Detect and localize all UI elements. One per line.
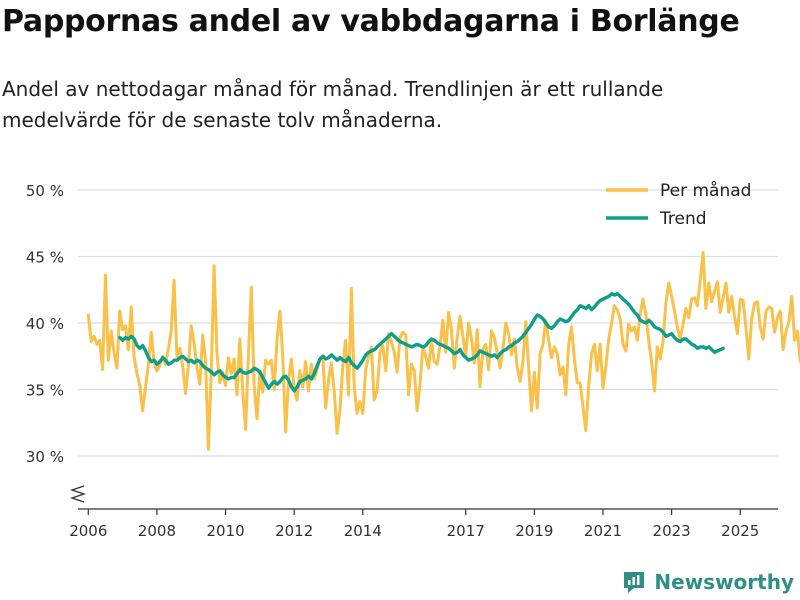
- x-tick-label: 2023: [653, 522, 691, 540]
- legend-label: Trend: [659, 209, 707, 229]
- y-axis: 30 % 35 % 40 % 45 % 50 %: [26, 182, 64, 466]
- gridlines: [78, 189, 778, 457]
- x-tick-label: 2019: [515, 522, 553, 540]
- x-tick-label: 2014: [344, 522, 382, 540]
- y-tick-label: 30 %: [26, 448, 64, 466]
- x-tick-label: 2017: [447, 522, 485, 540]
- chart-title: Pappornas andel av vabbdagarna i Borläng…: [2, 4, 740, 39]
- x-tick-label: 2021: [584, 522, 622, 540]
- x-tick-label: 2006: [69, 522, 107, 540]
- brand-logo: Newsworthy: [622, 570, 794, 594]
- series-lines: [86, 251, 800, 451]
- x-tick-label: 2012: [275, 522, 313, 540]
- legend-label: Per månad: [660, 180, 751, 201]
- x-axis: 2006 2008 2010 2012 2014 2017 2019 2021 2023 2025: [69, 485, 778, 540]
- y-tick-label: 40 %: [26, 315, 64, 333]
- x-tick-label: 2008: [138, 522, 176, 540]
- axis-break-icon: [69, 485, 87, 503]
- chart-subtitle: Andel av nettodagar månad för månad. Tre…: [2, 77, 664, 132]
- y-tick-label: 45 %: [26, 249, 64, 267]
- series-line-per-manad: [86, 251, 800, 451]
- newsworthy-logo-icon: [624, 572, 645, 593]
- y-tick-label: 35 %: [26, 382, 64, 400]
- legend: Per månad Trend: [606, 180, 751, 229]
- x-tick-label: 2025: [721, 522, 759, 540]
- x-tick-label: 2010: [206, 522, 244, 540]
- series-line-trend: [118, 292, 725, 393]
- brand-name: Newsworthy: [654, 570, 794, 594]
- y-tick-label: 50 %: [26, 182, 64, 200]
